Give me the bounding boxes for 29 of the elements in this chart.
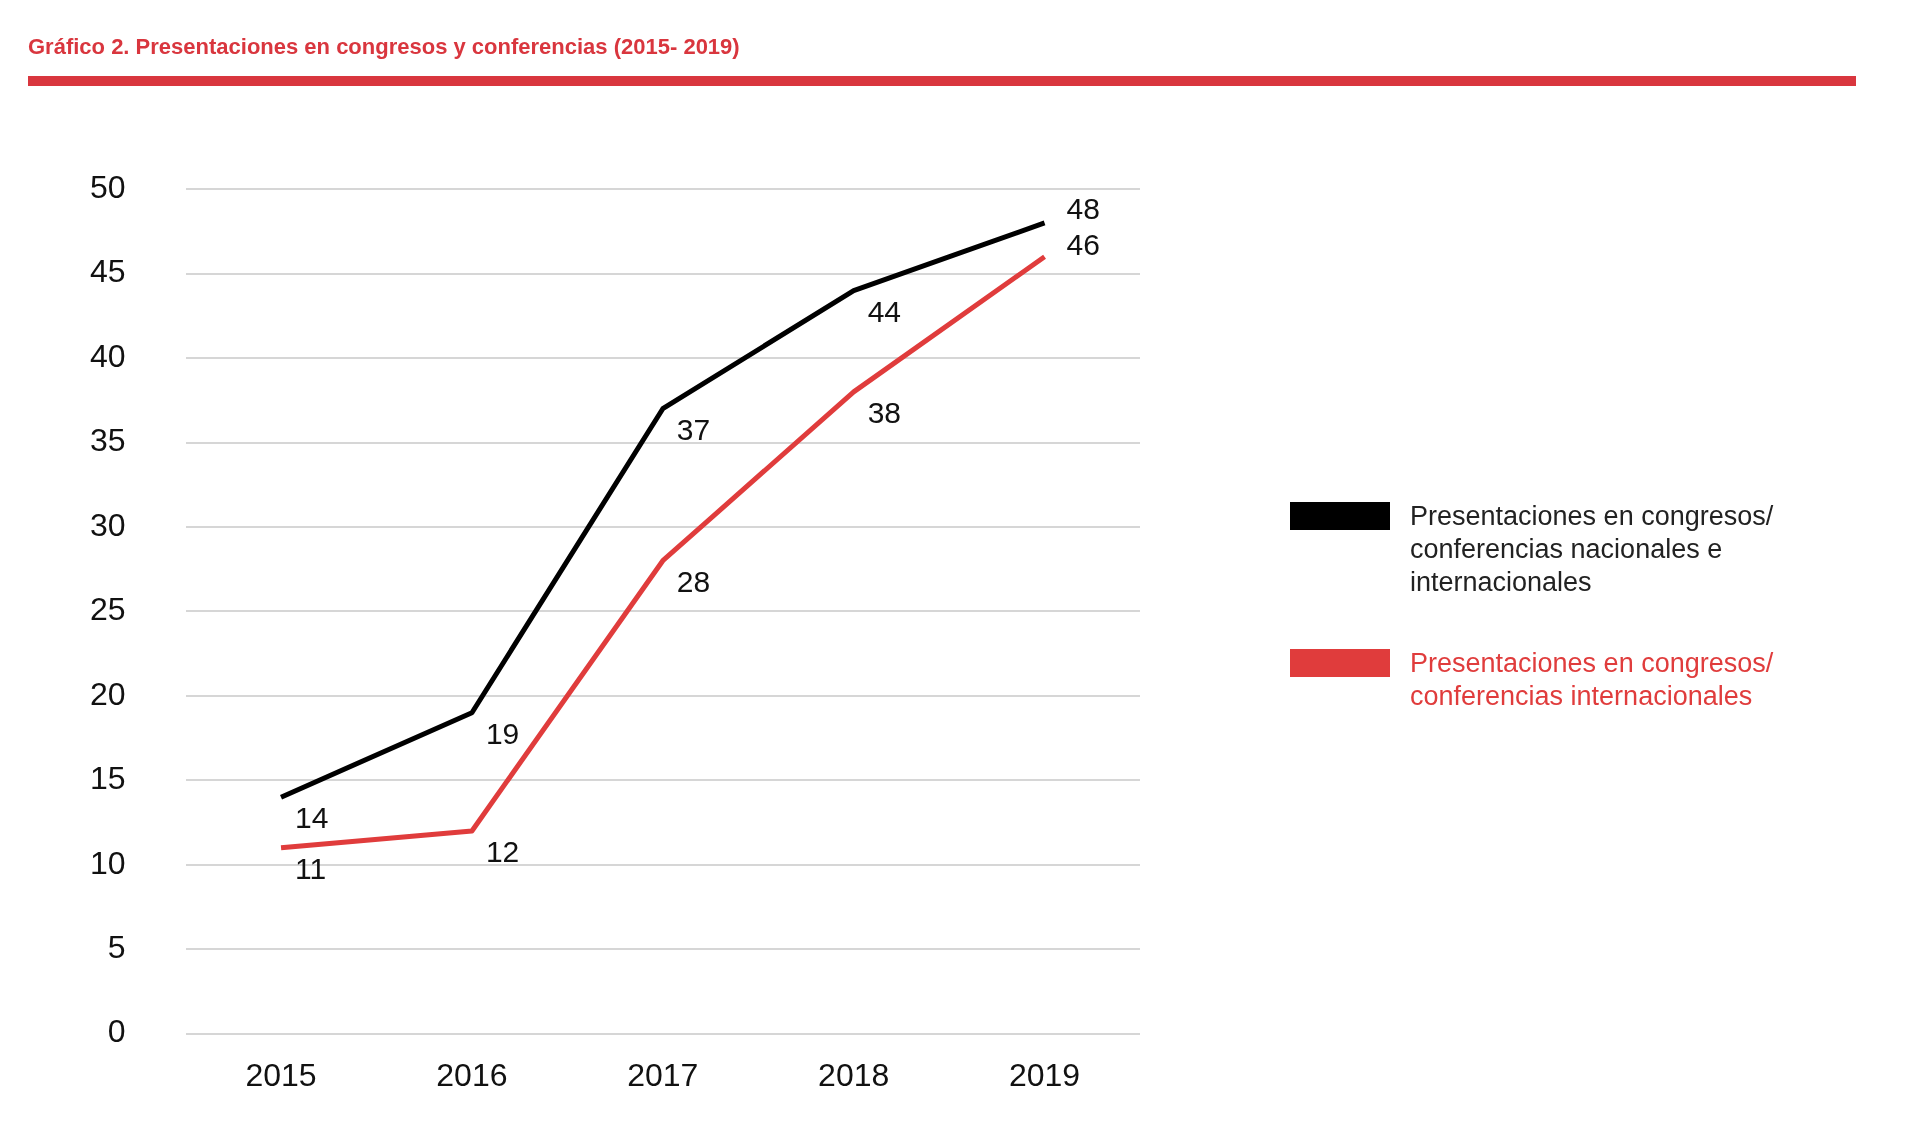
data-label: 14 [295,801,329,835]
data-label: 19 [485,716,520,750]
y-tick-label: 20 [90,675,126,712]
data-label: 48 [1066,192,1100,226]
y-tick-label: 50 [90,169,126,206]
data-label: 46 [1066,228,1100,262]
x-tick-label: 2018 [818,1056,890,1093]
y-tick-label: 15 [90,760,126,797]
y-tick-label: 10 [90,844,126,881]
data-label: 28 [676,565,711,598]
x-tick-label: 2015 [245,1056,317,1093]
data-label: 12 [485,835,520,869]
x-tick-label: 2017 [627,1056,699,1093]
y-tick-label: 40 [90,337,126,374]
y-tick-label: 25 [90,591,126,628]
x-tick-label: 2019 [1008,1056,1081,1093]
legend-label: Presentaciones en congresos/ conferencias nacionales e internacionales [1410,500,1775,599]
y-tick-label: 30 [90,506,126,543]
chart-title: Gráfico 2. Presentaciones en congresos y conferencias (2015- 2019) [28,34,740,60]
x-tick-label: 2016 [436,1056,508,1093]
data-label: 11 [295,852,327,886]
data-label: 44 [867,294,902,328]
y-tick-label: 35 [90,422,126,459]
y-tick-label: 45 [90,253,126,290]
y-tick-label: 0 [107,1013,126,1050]
legend-label: Presentaciones en congresos/ conferencias internacionales [1410,647,1775,713]
y-tick-label: 5 [107,928,126,965]
data-label: 37 [676,413,711,447]
data-label: 38 [867,396,902,430]
